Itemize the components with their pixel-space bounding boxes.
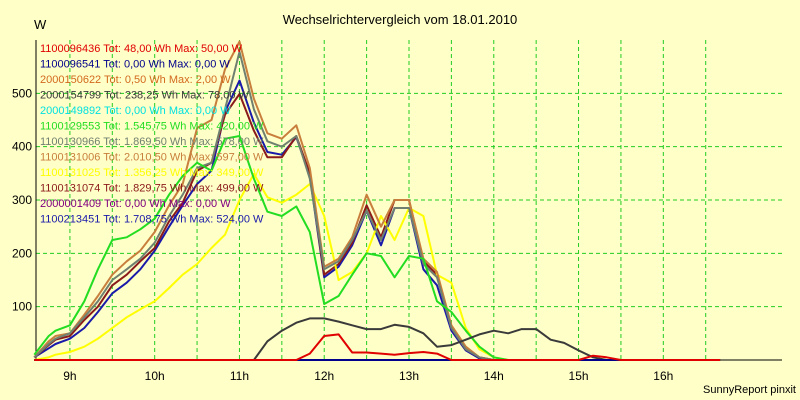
y-axis-unit-label: W [34,17,47,32]
legend-entry: 2000001409 Tot: 0,00 Wh Max: 0,00 W [40,198,231,210]
chart-title: Wechselrichtervergleich vom 18.01.2010 [283,12,518,27]
legend-entry: 1100131074 Tot: 1.829,75 Wh Max: 499,00 … [40,183,264,195]
legend-entry: 2000149892 Tot: 0,00 Wh Max: 0,00 W [40,105,231,117]
footer-credit: SunnyReport pinxit [703,384,796,396]
legend-entry: 1100096436 Tot: 48,00 Wh Max: 50,00 W [40,43,243,55]
y-tick-label: 300 [12,193,32,207]
series-line-1100096436 [34,333,721,361]
x-tick-label: 13h [399,369,419,383]
y-tick-label: 400 [12,140,32,154]
y-tick-labels: 100 200 300 400 500 [12,86,32,313]
series-lines [33,40,721,361]
x-tick-label: 10h [145,369,165,383]
y-tick-label: 500 [12,86,32,100]
legend-entry: 2000154799 Tot: 238,25 Wh Max: 78,00 W [40,90,250,102]
legend-entry: 1100131025 Tot: 1.356,25 Wh Max: 349,00 … [40,167,264,179]
legend-entry: 1100131006 Tot: 2.010,50 Wh Max: 597,00 … [40,152,264,164]
x-tick-labels: 9h 10h 11h 12h 13h 14h 15h 16h [63,369,673,383]
x-tick-label: 14h [484,369,504,383]
legend-entry: 1100096541 Tot: 0,00 Wh Max: 0,00 W [40,59,230,71]
x-tick-label: 11h [230,369,249,383]
legend-entry: 1100213451 Tot: 1.708,75 Wh Max: 524,00 … [40,214,264,226]
x-tick-label: 15h [569,369,589,383]
x-tick-label: 9h [63,369,76,383]
y-tick-label: 200 [12,246,32,260]
legend-entry: 1100130966 Tot: 1.869,50 Wh Max: 578,00 … [40,136,264,148]
legend: 1100096436 Tot: 48,00 Wh Max: 50,00 W 110… [40,43,264,226]
y-tick-label: 100 [12,300,32,314]
x-tick-label: 12h [314,369,334,383]
legend-entry: 1100129553 Tot: 1.545,75 Wh Max: 420,00 … [40,121,264,133]
x-tick-label: 16h [653,369,673,383]
legend-entry: 2000150622 Tot: 0,50 Wh Max: 2,00 W [40,74,231,86]
